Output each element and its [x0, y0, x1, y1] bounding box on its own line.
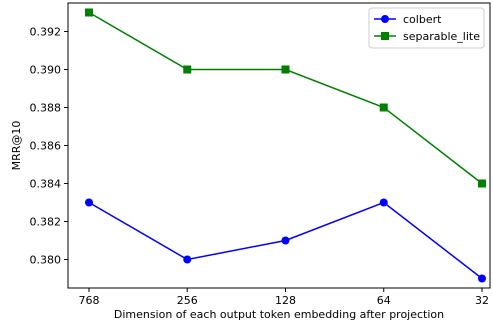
y-tick-label: 0.388 — [30, 102, 62, 115]
y-tick-label: 0.382 — [30, 216, 62, 229]
legend-label: colbert — [403, 13, 442, 26]
series-colbert — [85, 198, 486, 283]
y-tick-label: 0.384 — [30, 178, 62, 191]
data-point — [281, 65, 290, 74]
y-axis-label: MRR@10 — [10, 121, 23, 171]
y-tick-label: 0.386 — [30, 140, 62, 153]
y-tick-label: 0.392 — [30, 26, 62, 39]
data-point — [85, 8, 93, 17]
x-tick-label: 64 — [377, 294, 391, 307]
y-tick-label: 0.390 — [30, 64, 62, 77]
x-tick-label: 768 — [79, 294, 100, 307]
data-point — [183, 255, 192, 264]
y-tick-label: 0.380 — [30, 254, 62, 267]
x-axis: 768 256 128 64 32 — [79, 288, 489, 307]
data-point — [281, 236, 290, 245]
legend-label: separable_lite — [403, 30, 480, 43]
series-layer — [85, 8, 486, 283]
data-point — [478, 274, 486, 283]
x-tick-label: 128 — [275, 294, 296, 307]
data-point — [85, 198, 93, 207]
y-axis: 0.380 0.382 0.384 0.386 0.388 0.390 0.392 — [30, 26, 68, 267]
x-tick-label: 32 — [475, 294, 489, 307]
legend-item-separable_lite: separable_lite — [374, 30, 480, 43]
data-point — [478, 179, 486, 188]
x-tick-label: 256 — [177, 294, 198, 307]
data-point — [183, 65, 192, 74]
legend-item-colbert: colbert — [374, 13, 442, 26]
legend-box — [368, 7, 485, 49]
x-axis-label: Dimension of each output token embedding… — [114, 308, 444, 321]
data-point — [379, 198, 388, 207]
data-point — [379, 103, 388, 112]
legend: colbert separable_lite — [368, 7, 485, 49]
legend-marker — [381, 32, 389, 40]
series-separable_lite — [85, 8, 486, 188]
legend-marker — [381, 15, 389, 23]
